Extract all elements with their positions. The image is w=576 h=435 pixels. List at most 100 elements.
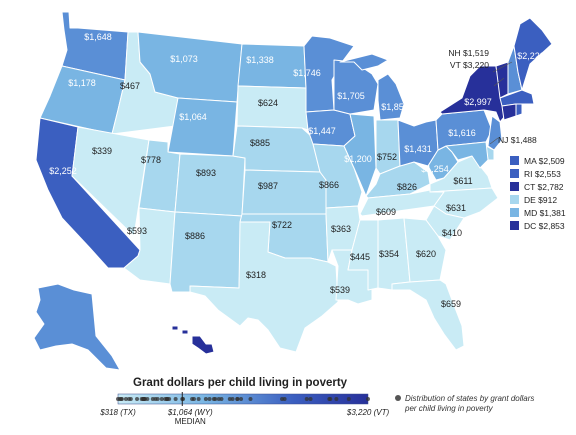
- distribution-dots: [116, 397, 370, 401]
- state-CT: [501, 103, 517, 121]
- distribution-dot: [126, 397, 131, 401]
- label-AK: $1,702: [64, 370, 92, 380]
- label-CO: $893: [196, 168, 216, 178]
- distribution-dot: [123, 397, 128, 401]
- label-AL: $354: [379, 249, 399, 259]
- distribution-dot: [216, 397, 221, 401]
- state-KS: [241, 169, 327, 215]
- label-MS: $445: [350, 252, 370, 262]
- state-NE: [232, 125, 321, 173]
- label-CA: $2,252: [49, 166, 77, 176]
- distribution-dot: [211, 397, 216, 401]
- label-HI: $2,771: [160, 370, 188, 380]
- legend-label-DC: DC $2,853: [524, 221, 565, 231]
- label-OH: $1,431: [404, 144, 432, 154]
- distribution-dot: [141, 397, 146, 401]
- label-NM: $886: [185, 231, 205, 241]
- label-NH: NH $1,519: [448, 48, 489, 58]
- label-ND: $1,338: [246, 55, 274, 65]
- label-NJ: NJ $1,488: [498, 135, 537, 145]
- label-ID: $467: [120, 81, 140, 91]
- distribution-dot: [119, 397, 124, 401]
- label-IA: $1,447: [308, 126, 336, 136]
- distribution-dot: [173, 397, 178, 401]
- label-IL: $1,200: [344, 154, 372, 164]
- distribution-dot: [334, 397, 339, 401]
- distribution-dot: [308, 397, 313, 401]
- state-HI2: [171, 325, 179, 331]
- distribution-dot: [230, 397, 235, 401]
- label-WY: $1,064: [179, 112, 207, 122]
- distribution-dot: [328, 397, 333, 401]
- distribution-dot: [227, 397, 232, 401]
- label-UT: $778: [141, 155, 161, 165]
- state-MD: [445, 141, 489, 169]
- distribution-dot: [153, 397, 158, 401]
- distribution-dot: [203, 397, 208, 401]
- legend-label-MA: MA $2,509: [524, 156, 565, 166]
- label-AR: $363: [331, 224, 351, 234]
- state-IL: [343, 113, 377, 197]
- swatch-DE: [510, 195, 519, 204]
- legend-label-MD: MD $1,381: [524, 208, 566, 218]
- scale-max-label: $3,220 (VT): [346, 408, 390, 417]
- label-MT: $1,073: [170, 54, 198, 64]
- distribution-dot: [163, 397, 168, 401]
- distribution-dot: [366, 397, 370, 401]
- label-NV: $339: [92, 146, 112, 156]
- distribution-dot: [196, 397, 201, 401]
- label-WV: $1,254: [421, 164, 449, 174]
- distribution-note-line1: Distribution of states by grant dollars: [405, 394, 534, 403]
- distribution-dot: [116, 397, 120, 401]
- state-FL: [391, 279, 465, 351]
- label-OR: $1,178: [68, 78, 96, 88]
- label-ME: $2,222: [517, 51, 545, 61]
- swatch-DC: [510, 221, 519, 230]
- distribution-note: Distribution of states by grant dollars …: [404, 394, 537, 413]
- state-NM: [169, 211, 243, 293]
- legend-label-CT: CT $2,782: [524, 182, 564, 192]
- distribution-dot: [304, 397, 309, 401]
- distribution-dot: [207, 397, 212, 401]
- distribution-dot: [167, 397, 172, 401]
- scale-legend: Grant dollars per child living in povert…: [99, 377, 537, 426]
- label-NE: $885: [250, 138, 270, 148]
- legend-label-DE: DE $912: [524, 195, 557, 205]
- label-MO: $866: [319, 180, 339, 190]
- distribution-note-line2: per child living in poverty: [404, 404, 494, 413]
- state-MI: [339, 53, 389, 71]
- legend-title: Grant dollars per child living in povert…: [133, 377, 348, 389]
- label-IN: $752: [377, 152, 397, 162]
- label-WA: $1,648: [84, 32, 112, 42]
- label-TN: $609: [376, 207, 396, 217]
- distribution-dot: [235, 397, 240, 401]
- state-WY: [167, 97, 238, 157]
- distribution-dot: [248, 397, 253, 401]
- state-SD: [236, 85, 309, 131]
- label-FL: $659: [441, 299, 461, 309]
- label-LA: $539: [330, 285, 350, 295]
- legend-label-RI: RI $2,553: [524, 169, 561, 179]
- state-HI: [191, 335, 215, 355]
- label-KY: $826: [397, 182, 417, 192]
- swatch-RI: [510, 169, 519, 178]
- swatch-MD: [510, 208, 519, 217]
- distribution-dot: [346, 397, 351, 401]
- scale-min-label: $318 (TX): [99, 408, 136, 417]
- distribution-dot: [159, 397, 164, 401]
- distribution-dot: [239, 397, 244, 401]
- label-KS: $987: [258, 181, 278, 191]
- label-TX: $318: [246, 270, 266, 280]
- label-MN: $1,746: [293, 68, 321, 78]
- state-AK: [33, 283, 121, 371]
- scale-median-label: $1,064 (WY): [167, 408, 213, 417]
- distribution-dot: [280, 397, 285, 401]
- swatch-CT: [510, 182, 519, 191]
- state-MI2: [377, 73, 405, 121]
- label-VT: VT $3,220: [450, 60, 489, 70]
- label-SC: $410: [442, 228, 462, 238]
- distribution-dot: [135, 397, 140, 401]
- state-ND: [237, 43, 307, 89]
